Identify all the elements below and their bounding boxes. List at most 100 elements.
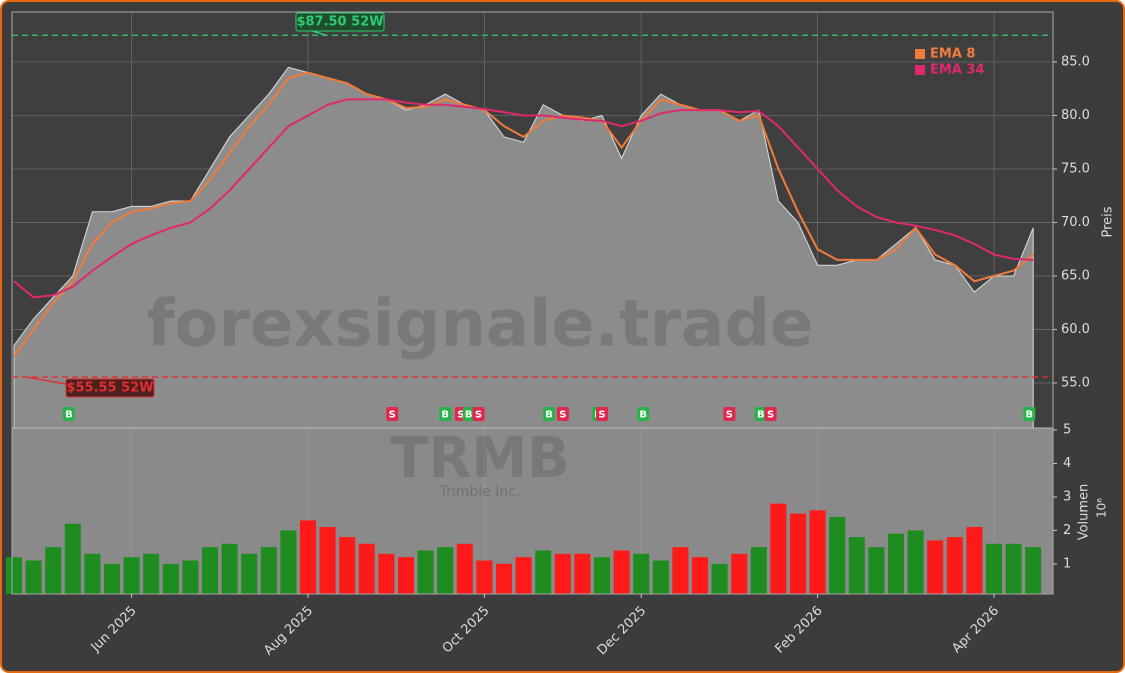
signal-label: S (767, 410, 774, 421)
volume-bar (378, 553, 395, 594)
watermark: forexsignale.trade (147, 288, 814, 362)
signal-box (596, 407, 608, 421)
ema-line (13, 98, 1034, 299)
signal-box (543, 407, 556, 421)
ticker-watermark: TRMB (390, 426, 570, 491)
volume-bar (927, 540, 944, 594)
y-axis-label: Preis (1101, 206, 1116, 237)
volume-bar (946, 537, 963, 594)
volume-bar (104, 563, 120, 594)
volume-bar (613, 550, 630, 594)
volume-bar (182, 560, 199, 594)
low-arrow (25, 376, 67, 385)
volume-bar (339, 537, 356, 594)
plot-border (11, 11, 1054, 595)
ema-line (13, 71, 1034, 357)
volume-bar (456, 543, 473, 594)
y-tick-label: 70.0 (1061, 215, 1090, 230)
y-tick-label: 65.0 (1061, 268, 1090, 283)
signal-label: B (65, 410, 73, 421)
volume-bar (398, 557, 414, 594)
signal-box (386, 407, 399, 421)
signal-box (556, 407, 569, 421)
volume-bar (45, 547, 62, 594)
volume-bar (633, 553, 650, 594)
volume-bar (907, 530, 924, 594)
volume-bar (731, 553, 748, 594)
y2-tick-label: 1 (1063, 556, 1071, 571)
signal-label: B (757, 410, 765, 421)
signal-box (723, 407, 736, 421)
volume-bar (202, 547, 218, 594)
signal-box (1023, 407, 1036, 421)
volume-bar (535, 550, 552, 594)
y2-tick-label: 5 (1063, 423, 1071, 438)
volume-bar (868, 547, 885, 594)
volume-bar (711, 563, 728, 594)
volume-bar (848, 537, 865, 594)
legend-label: EMA 8 (930, 47, 975, 62)
y-tick-label: 60.0 (1061, 322, 1090, 337)
signal-box (754, 407, 767, 421)
y-tick-label: 80.0 (1061, 108, 1090, 123)
volume-bar (829, 517, 846, 594)
signal-label: S (475, 410, 482, 421)
volume-bar (1005, 543, 1022, 594)
signal-label: B (1025, 410, 1033, 421)
volume-bar (652, 560, 669, 594)
volume-bar (221, 543, 238, 594)
volume-bar (123, 557, 140, 594)
y-tick-label: 55.0 (1061, 375, 1090, 390)
y2-scale-label: 10⁶ (1095, 498, 1109, 518)
y2-tick-label: 2 (1063, 523, 1071, 538)
volume-bar (143, 553, 160, 594)
signal-box (764, 407, 777, 421)
high-label: $87.50 52W (296, 15, 383, 30)
y2-axis-label: Volumen (1077, 484, 1092, 541)
signal-label: B (639, 410, 647, 421)
signal-label: S (457, 410, 464, 421)
volume-bar (437, 547, 454, 594)
signal-box (462, 407, 475, 421)
signal-label: S (389, 410, 396, 421)
volume-bar (574, 553, 591, 594)
volume-bar (966, 527, 983, 594)
legend-label: EMA 34 (930, 63, 985, 78)
volume-bar (809, 510, 826, 594)
volume-bar (750, 547, 767, 594)
volume-bar (417, 550, 434, 594)
volume-bar (986, 543, 1002, 594)
y2-tick-label: 3 (1063, 489, 1071, 504)
y2-tick-label: 4 (1063, 456, 1071, 471)
low-label: $55.55 52W (66, 381, 153, 396)
legend-swatch (915, 65, 925, 75)
volume-bar (319, 527, 336, 594)
low-label-box (65, 378, 155, 398)
signal-label: B (441, 410, 449, 421)
signal-box (439, 407, 452, 421)
volume-bar (241, 553, 258, 594)
volume-bar (84, 553, 101, 594)
signal-box (62, 407, 75, 421)
volume-bar (358, 543, 375, 594)
volume-bar (770, 503, 787, 594)
volume-bar (25, 560, 42, 594)
volume-bar (692, 557, 708, 594)
signal-label: S (726, 410, 733, 421)
volume-bar (6, 557, 22, 594)
signal-label: S (598, 410, 605, 421)
signal-box (637, 407, 650, 421)
volume-bar (260, 547, 277, 594)
volume-bar (280, 530, 297, 594)
y-tick-label: 75.0 (1061, 161, 1090, 176)
volume-bar (300, 520, 316, 594)
volume-bar (554, 553, 571, 594)
volume-bar (515, 557, 532, 594)
volume-bar (1025, 547, 1042, 594)
volume-bar (162, 563, 179, 594)
signal-box (472, 407, 485, 421)
volume-bar (64, 523, 81, 594)
volume-bar (476, 560, 493, 594)
volume-bar (790, 513, 806, 594)
